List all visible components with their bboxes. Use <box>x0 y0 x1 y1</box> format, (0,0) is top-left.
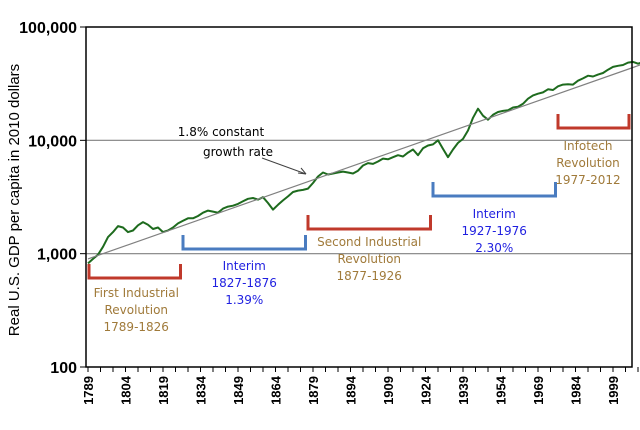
x-tick-label: 1939 <box>456 376 471 405</box>
period-bracket <box>556 114 631 130</box>
period-label: 1977-2012 <box>555 173 620 187</box>
period-label: Interim <box>223 259 266 273</box>
gridlines <box>86 139 632 255</box>
x-tick-label: 1849 <box>231 376 246 405</box>
period-label: 1927-1976 <box>462 224 527 238</box>
annotations: 1.8% constant growth rate <box>178 125 307 175</box>
period-label: Revolution <box>556 156 620 170</box>
x-tick-label: 1924 <box>419 375 434 405</box>
period-label: 1789-1826 <box>104 320 169 334</box>
period-label: Interim <box>473 207 516 221</box>
x-tick-label: 1894 <box>344 375 359 405</box>
period-label: Revolution <box>104 303 168 317</box>
x-tick-label: 1984 <box>569 375 584 405</box>
plot-frame <box>85 26 633 368</box>
y-tick-label: 100 <box>50 360 77 377</box>
y-axis-label: Real U.S. GDP per capita in 2010 dollars <box>6 64 23 336</box>
period-label: 1827-1876 <box>212 276 277 290</box>
gdp-series-line <box>87 60 640 265</box>
x-axis-ticks: 1789 1804 1819 1834 1849 1864 1879 1894 1909 1924… <box>81 367 639 405</box>
x-tick-label: 1969 <box>531 376 546 405</box>
y-tick-label: 1,000 <box>37 247 77 264</box>
period-label: 1.39% <box>225 293 263 307</box>
x-tick-label: 1864 <box>269 375 284 405</box>
trend-line <box>87 64 640 260</box>
series-lines <box>87 60 640 265</box>
period-label: First Industrial <box>94 286 179 300</box>
trend-annotation-label: 1.8% constant <box>178 125 265 139</box>
x-tick-label: 1834 <box>194 375 209 405</box>
y-tick-label: 100,000 <box>19 20 77 37</box>
period-label: Second Industrial <box>317 235 421 249</box>
x-tick-label: 1879 <box>306 376 321 405</box>
annotation-arrow <box>261 157 307 175</box>
period-brackets: First Industrial Revolution 1789-1826 Inter… <box>87 114 631 334</box>
period-bracket <box>181 235 307 251</box>
period-label: 2.30% <box>475 241 513 255</box>
y-axis-ticks: 100 1,000 10,000 100,000 <box>19 20 86 377</box>
trend-annotation-label: growth rate <box>203 145 273 159</box>
period-bracket <box>87 264 182 280</box>
x-tick-label: 1954 <box>494 375 509 405</box>
period-label: Revolution <box>337 252 401 266</box>
x-tick-label: 1909 <box>381 376 396 405</box>
y-tick-label: 10,000 <box>28 133 77 150</box>
period-label: Infotech <box>563 139 612 153</box>
period-bracket <box>431 182 557 198</box>
x-tick-label: 1804 <box>119 375 134 405</box>
x-tick-label: 1999 <box>606 376 621 405</box>
x-tick-label: 1789 <box>81 376 96 405</box>
arrow-head-icon <box>297 167 307 175</box>
x-tick-label: 1819 <box>156 376 171 405</box>
period-label: 1877-1926 <box>337 269 402 283</box>
period-bracket <box>306 215 432 231</box>
